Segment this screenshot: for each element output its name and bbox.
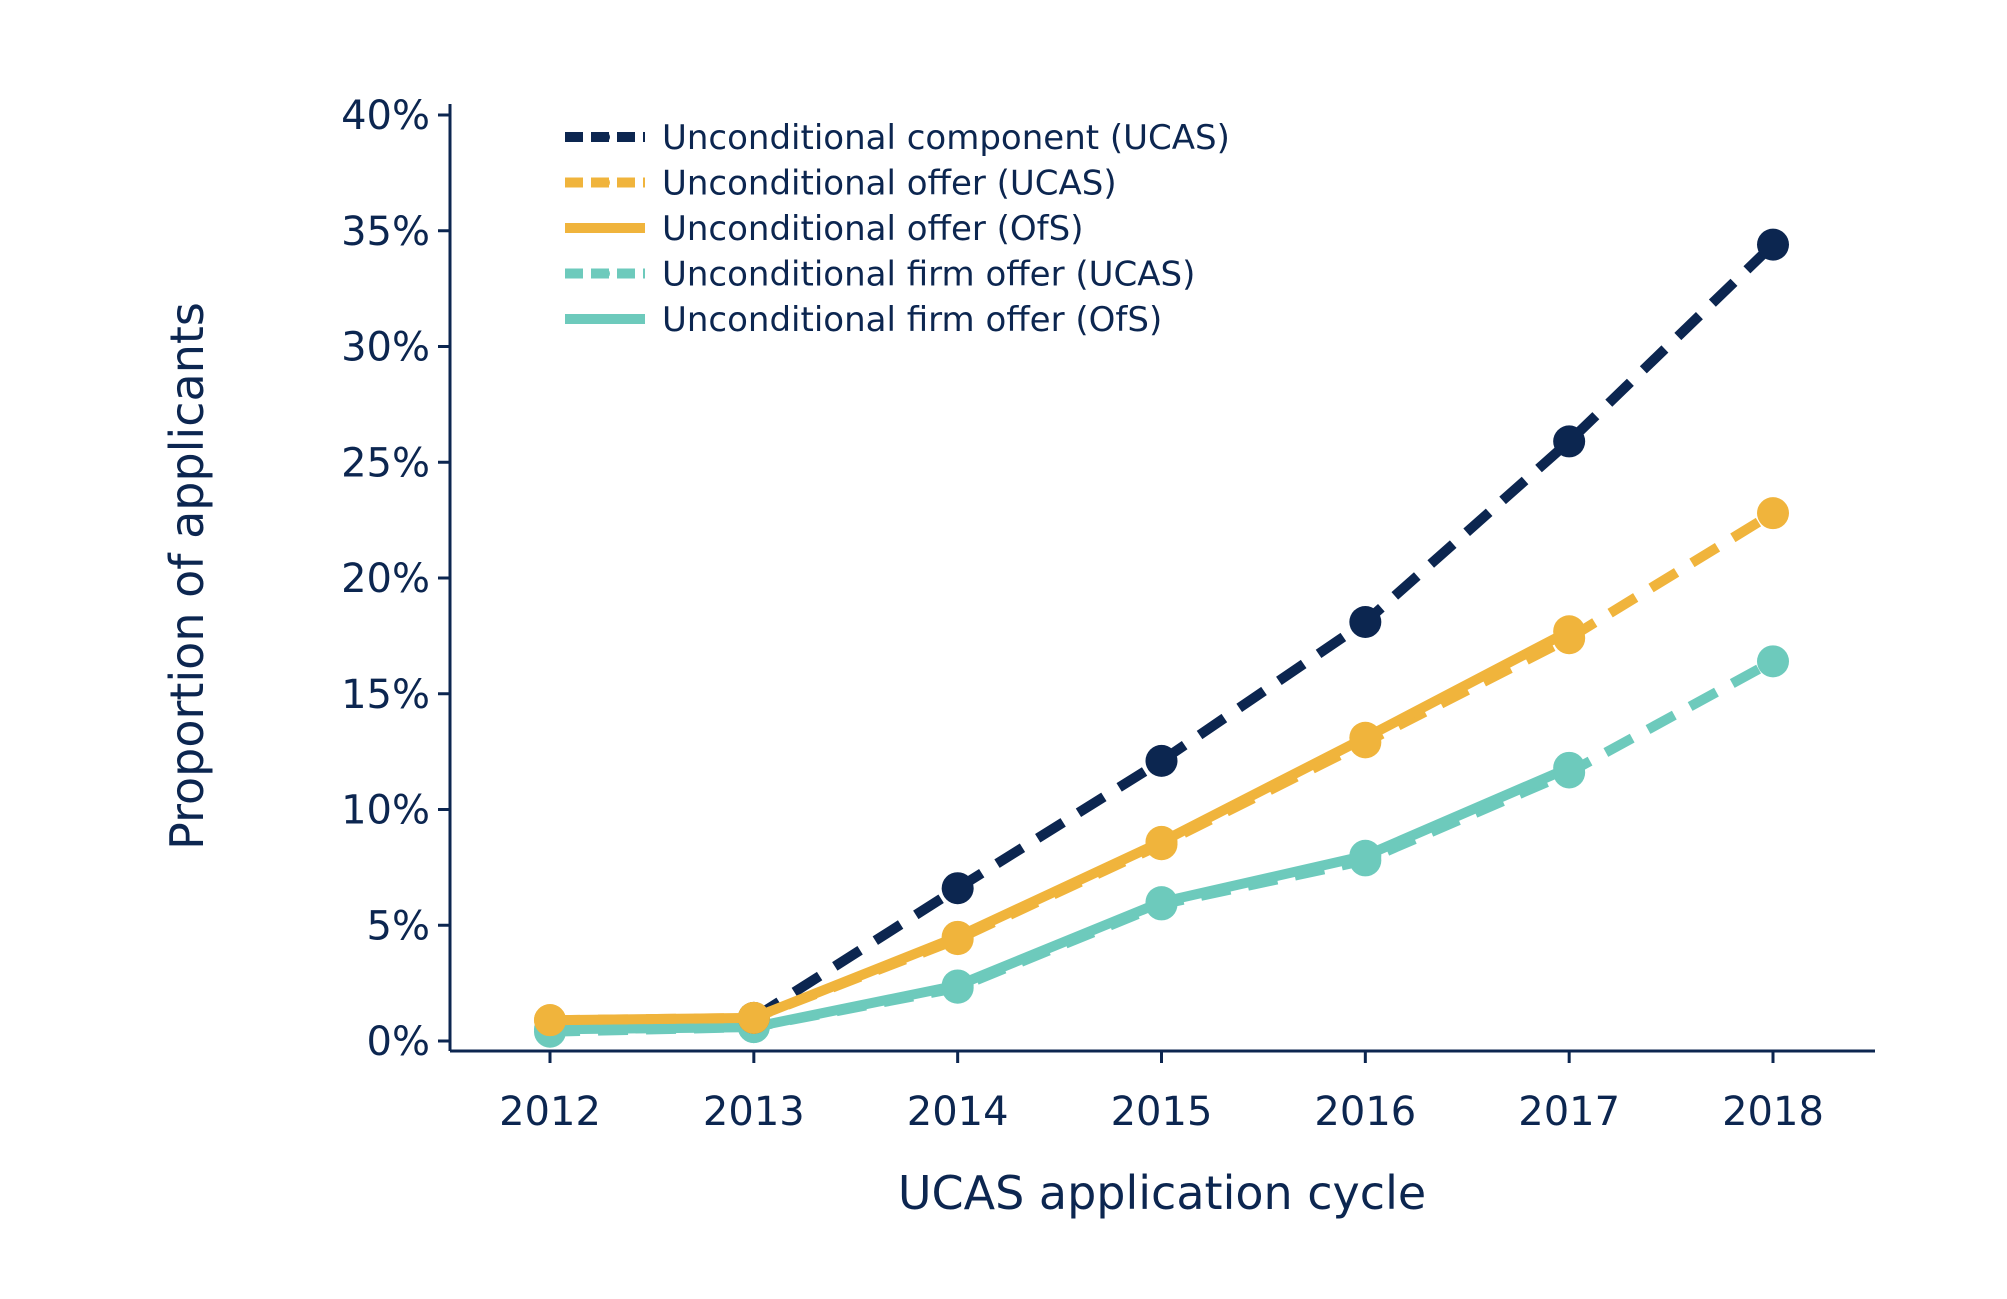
data-point: [1757, 645, 1789, 678]
y-tick-label: 5%: [367, 903, 430, 949]
series-0: [737, 228, 1789, 1034]
y-tick-label: 0%: [367, 1019, 430, 1065]
x-tick-label: 2014: [907, 1089, 1009, 1135]
y-axis-title: Proportion of applicants: [160, 302, 214, 850]
legend-marker: [600, 132, 610, 142]
data-point: [941, 920, 974, 953]
x-ticks: 2012 2013 2014 2015 2016 2017 2018: [499, 1051, 1824, 1135]
data-point: [737, 1001, 770, 1034]
data-point: [534, 1004, 566, 1037]
legend-label: Unconditional firm offer (OfS): [662, 300, 1162, 340]
legend-marker: [600, 223, 610, 233]
data-point: [1757, 497, 1789, 530]
data-point: [1553, 425, 1586, 458]
legend-item: Unconditional firm offer (UCAS): [565, 255, 1195, 295]
legend-label: Unconditional component (UCAS): [662, 118, 1230, 158]
legend-label: Unconditional offer (OfS): [662, 209, 1084, 249]
data-point: [1145, 886, 1178, 919]
x-axis-title: UCAS application cycle: [898, 1166, 1426, 1220]
y-tick-label: 15%: [341, 672, 430, 718]
legend-item: Unconditional offer (OfS): [565, 209, 1084, 249]
y-ticks: 0% 5% 10% 15% 20% 25% 30% 35% 40%: [341, 93, 450, 1065]
legend-marker: [600, 314, 610, 324]
legend-label: Unconditional firm offer (UCAS): [662, 255, 1195, 295]
data-point: [1757, 228, 1789, 261]
y-tick-label: 25%: [341, 440, 430, 486]
legend-marker: [600, 268, 610, 279]
data-point: [1145, 744, 1178, 777]
legend-item: Unconditional component (UCAS): [565, 118, 1230, 158]
x-tick-label: 2012: [499, 1089, 601, 1135]
x-tick-label: 2013: [703, 1089, 805, 1135]
series-line: [549, 763, 1572, 1035]
series-2: [534, 615, 1586, 1037]
data-point: [941, 872, 974, 905]
legend-label: Unconditional offer (UCAS): [662, 164, 1117, 204]
data-point: [941, 969, 974, 1002]
series-layer: [534, 228, 1789, 1048]
series-line: [751, 241, 1777, 1023]
x-tick-label: 2015: [1111, 1089, 1213, 1135]
y-tick-label: 20%: [341, 556, 430, 602]
legend: Unconditional component (UCAS) Unconditio…: [565, 118, 1230, 340]
legend-marker: [600, 177, 610, 188]
data-point: [1145, 825, 1178, 858]
data-point: [1553, 751, 1586, 784]
y-tick-label: 30%: [341, 325, 430, 371]
series-4: [534, 751, 1586, 1046]
x-tick-label: 2018: [1722, 1089, 1824, 1135]
legend-item: Unconditional offer (UCAS): [565, 164, 1117, 204]
legend-item: Unconditional firm offer (OfS): [565, 300, 1162, 340]
y-tick-label: 10%: [341, 788, 430, 834]
data-point: [1553, 615, 1586, 648]
y-tick-label: 35%: [341, 209, 430, 255]
series-line: [549, 626, 1572, 1026]
data-point: [1349, 721, 1382, 754]
y-tick-label: 40%: [341, 93, 430, 139]
data-point: [1349, 839, 1382, 872]
x-tick-label: 2016: [1314, 1089, 1416, 1135]
x-tick-label: 2017: [1518, 1089, 1620, 1135]
data-point: [1349, 605, 1382, 638]
